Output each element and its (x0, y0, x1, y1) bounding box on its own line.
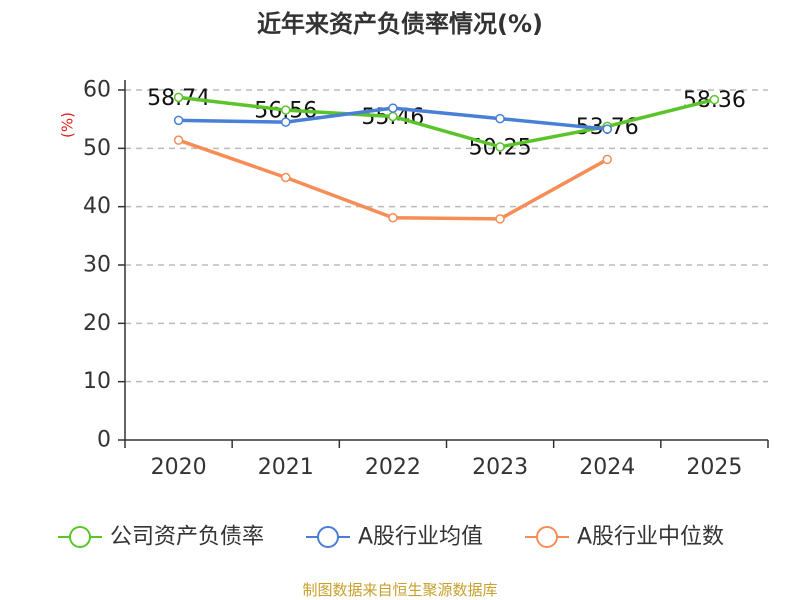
data-labels: 58.7456.5655.4650.2553.7658.36 (147, 86, 746, 161)
legend-marker (69, 526, 91, 548)
legend-label: A股行业中位数 (577, 525, 724, 550)
series (173, 135, 612, 224)
legend-label: A股行业均值 (358, 525, 483, 550)
data-point (602, 154, 612, 165)
axes: 0 10 20 30 40 50 60 2020 2021 2022 2023 2024 2025 (83, 78, 769, 480)
gridlines (125, 89, 768, 383)
legend-item: A股行业均值 (306, 525, 483, 550)
data-point (388, 213, 398, 223)
legend: 公司资产负债率 A股行业均值 A股行业中位数 (58, 525, 724, 550)
data-point (495, 214, 505, 224)
x-tick-label: 2022 (365, 455, 421, 480)
legend-marker (317, 526, 339, 548)
x-tick-label: 2023 (472, 455, 528, 480)
series (173, 103, 612, 134)
data-point (173, 135, 184, 145)
y-tick-label: 0 (97, 428, 111, 453)
legend-label: 公司资产负债率 (110, 525, 264, 550)
data-point (281, 117, 291, 127)
y-tick-label: 20 (83, 311, 111, 336)
y-tick-label: 50 (83, 136, 111, 161)
legend-item: A股行业中位数 (525, 525, 724, 550)
data-point (281, 105, 291, 115)
legend-marker (536, 526, 558, 548)
legend-item: 公司资产负债率 (58, 525, 264, 550)
data-point (495, 142, 505, 152)
x-tick-label: 2020 (151, 455, 207, 480)
source-note: 制图数据来自恒生聚源数据库 (302, 581, 497, 599)
data-point (281, 172, 291, 183)
data-point (495, 113, 505, 124)
x-tick-label: 2024 (579, 455, 635, 480)
series-line (178, 95, 715, 149)
x-tick-label: 2021 (258, 455, 314, 480)
data-point (173, 92, 184, 103)
y-tick-label: 30 (83, 253, 111, 278)
series-group: 58.7456.5655.4650.2553.7658.36 (147, 86, 746, 224)
y-tick-label: 40 (83, 194, 111, 219)
y-tick-label: 60 (83, 78, 111, 103)
data-point (602, 124, 612, 134)
data-point (388, 111, 398, 122)
x-tick-label: 2025 (686, 455, 742, 480)
data-point (173, 115, 184, 126)
y-axis-label: (%) (59, 112, 77, 138)
data-point (388, 103, 398, 113)
y-tick-label: 10 (83, 369, 111, 394)
data-point (709, 94, 720, 105)
chart-title: 近年来资产负债率情况(%) (257, 10, 543, 38)
